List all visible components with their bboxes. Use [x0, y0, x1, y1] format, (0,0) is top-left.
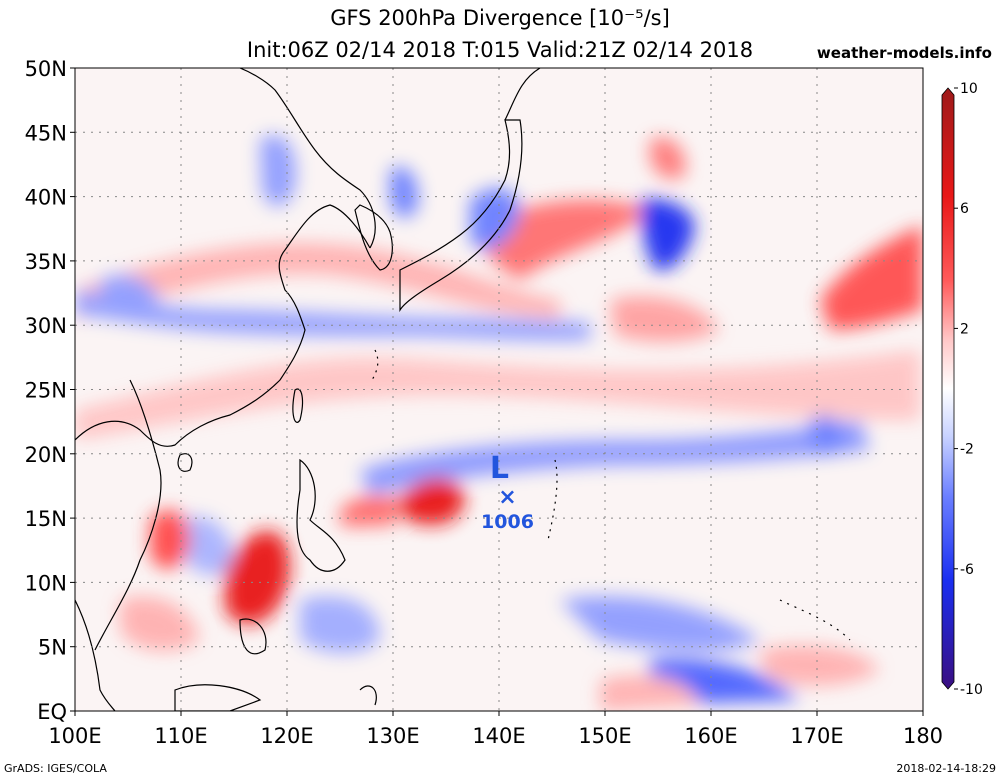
lat-label: 15N [25, 507, 67, 531]
lat-lon-grid [70, 67, 924, 716]
lon-label: 170E [790, 724, 843, 748]
lat-label: 40N [25, 186, 67, 210]
colorbar-labels: 10 6 2 -2 -6 -10 [954, 81, 983, 698]
low-symbol: L [490, 451, 509, 486]
footer-timestamp: 2018-02-14-18:29 [896, 762, 996, 775]
longitude-labels: 100E 110E 120E 130E 140E 150E 160E 170E 180 [48, 724, 943, 748]
coastlines [75, 68, 851, 711]
lat-label: 50N [25, 57, 67, 81]
map-frame [74, 67, 924, 712]
colorbar-label: 6 [960, 201, 969, 217]
lon-label: 140E [472, 724, 525, 748]
low-center-cross: × [498, 485, 516, 510]
lat-label: 20N [25, 443, 67, 467]
low-pressure-value: 1006 [481, 511, 534, 533]
lat-label: 35N [25, 250, 67, 274]
lon-label: 160E [684, 724, 737, 748]
chart-title-line2: Init:06Z 02/14 2018 T:015 Valid:21Z 02/1… [246, 38, 754, 62]
footer-credit: GrADS: IGES/COLA [4, 762, 107, 775]
colorbar-label: -10 [960, 682, 983, 698]
colorbar: 10 6 2 -2 -6 -10 [941, 81, 983, 698]
divergence-field [75, 68, 923, 711]
lon-label: 150E [578, 724, 631, 748]
colorbar-label: -6 [960, 562, 974, 578]
lat-label: 10N [25, 571, 67, 595]
lon-label: 120E [260, 724, 313, 748]
site-name: weather-models.info [816, 44, 992, 62]
colorbar-label: 2 [960, 321, 969, 337]
lat-label: EQ [37, 700, 67, 724]
colorbar-label: 10 [960, 81, 978, 97]
lon-label: 180 [903, 724, 943, 748]
lon-label: 100E [48, 724, 101, 748]
chart-title-line1: GFS 200hPa Divergence [10⁻⁵/s] [330, 6, 670, 30]
lat-label: 30N [25, 314, 67, 338]
lat-label: 25N [25, 379, 67, 403]
lon-label: 110E [154, 724, 207, 748]
latitude-labels: 50N 45N 40N 35N 30N 25N 20N 15N 10N 5N EQ [25, 57, 67, 724]
low-pressure-marker: L × 1006 [481, 451, 534, 533]
lon-label: 130E [366, 724, 419, 748]
colorbar-label: -2 [960, 442, 974, 458]
lat-label: 45N [25, 121, 67, 145]
lat-label: 5N [38, 636, 67, 660]
